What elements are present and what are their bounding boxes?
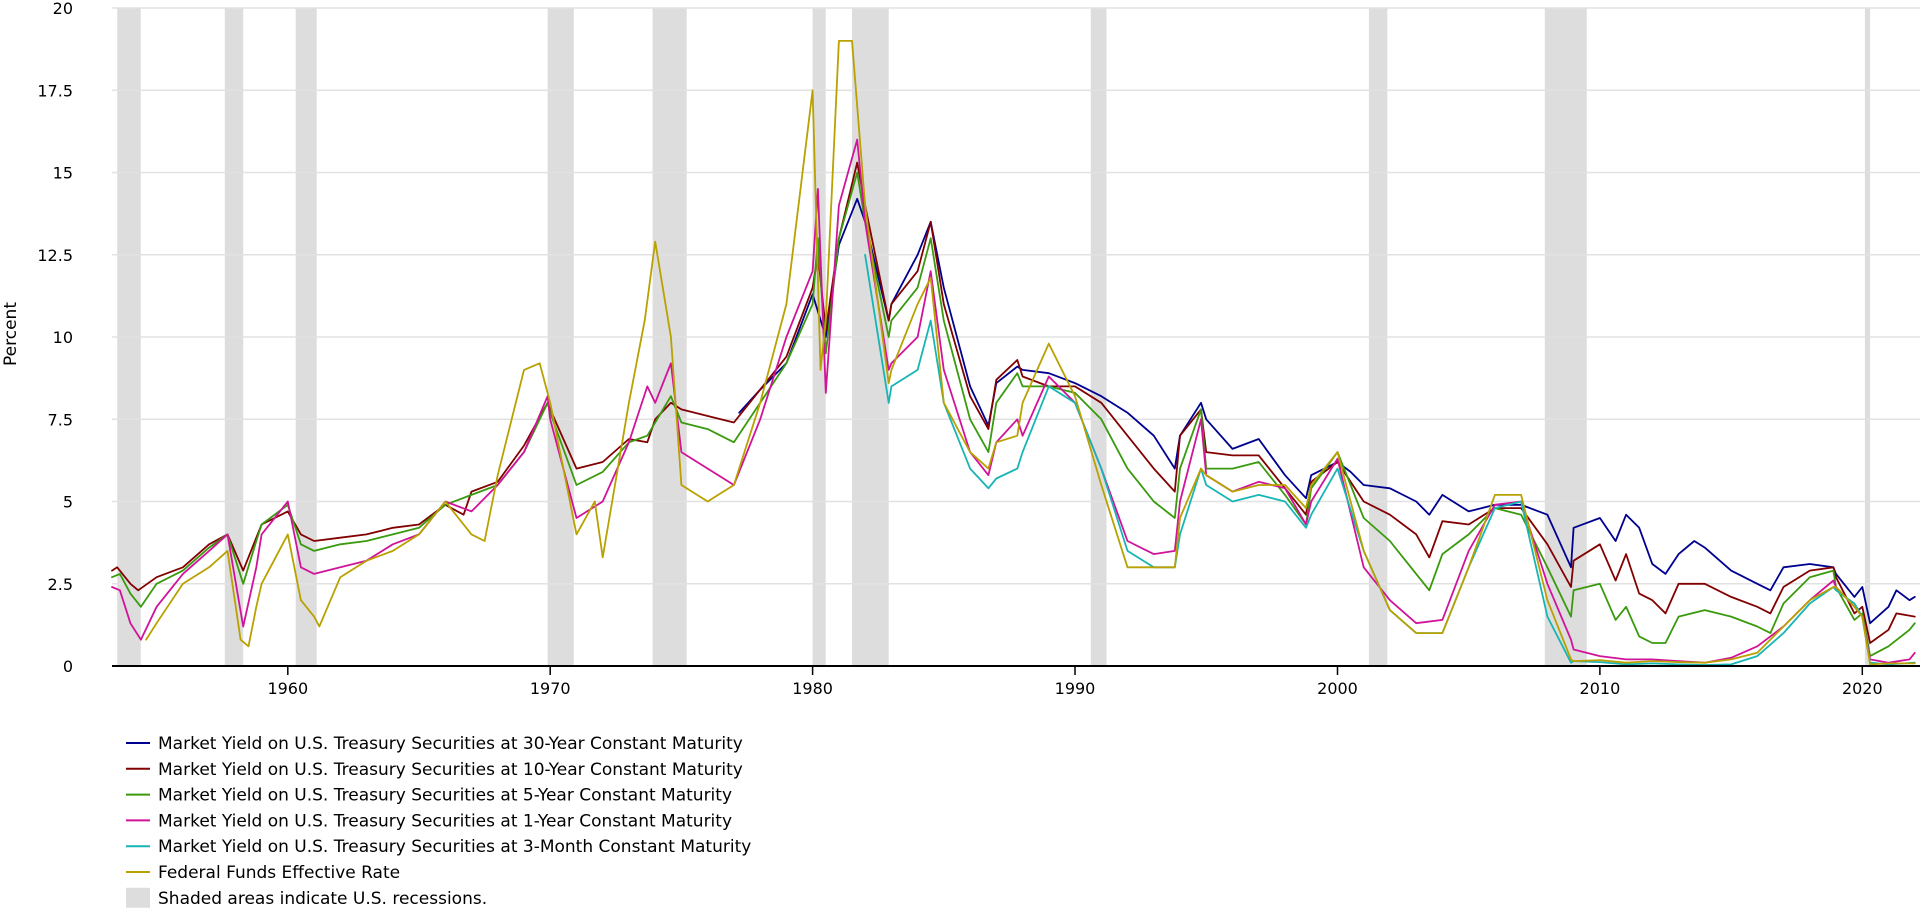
x-axis-ticks: 1960 1970 1980 1990 2000 2010 2020 [267, 666, 1883, 698]
legend: Market Yield on U.S. Treasury Securities… [126, 734, 751, 909]
legend-label-1: Market Yield on U.S. Treasury Securities… [158, 760, 743, 780]
x-tick-label: 2010 [1580, 679, 1621, 698]
y-tick-label: 10 [53, 328, 73, 347]
x-tick-label: 1990 [1055, 679, 1096, 698]
y-axis-label: Percent [1, 302, 21, 366]
legend-swatch-recession [126, 887, 150, 908]
y-tick-label: 2.5 [48, 575, 73, 594]
legend-label-recession: Shaded areas indicate U.S. recessions. [158, 889, 487, 909]
legend-label-2: Market Yield on U.S. Treasury Securities… [158, 786, 732, 806]
series-line-0 [738, 197, 1916, 625]
y-tick-label: 12.5 [37, 246, 73, 265]
series-line-4 [864, 253, 1916, 666]
y-tick-label: 20 [53, 0, 73, 18]
legend-label-5: Federal Funds Effective Rate [158, 863, 400, 883]
series-line-5 [145, 40, 1916, 666]
y-axis-ticks: 0 2.5 5 7.5 10 12.5 15 17.5 20 [37, 0, 73, 676]
legend-label-3: Market Yield on U.S. Treasury Securities… [158, 811, 732, 831]
y-tick-label: 15 [53, 164, 73, 183]
x-tick-label: 1980 [792, 679, 833, 698]
gridlines [112, 7, 1920, 585]
y-tick-label: 7.5 [48, 410, 73, 429]
y-tick-label: 0 [63, 657, 73, 676]
x-tick-label: 2020 [1842, 679, 1883, 698]
y-tick-label: 17.5 [37, 81, 73, 100]
series-lines [111, 40, 1916, 666]
legend-label-4: Market Yield on U.S. Treasury Securities… [158, 837, 751, 857]
legend-label-0: Market Yield on U.S. Treasury Securities… [158, 734, 743, 754]
series-line-2 [111, 171, 1916, 657]
x-tick-label: 2000 [1317, 679, 1358, 698]
series-line-1 [111, 161, 1916, 644]
x-tick-label: 1970 [530, 679, 571, 698]
x-tick-label: 1960 [267, 679, 308, 698]
y-tick-label: 5 [63, 493, 73, 512]
